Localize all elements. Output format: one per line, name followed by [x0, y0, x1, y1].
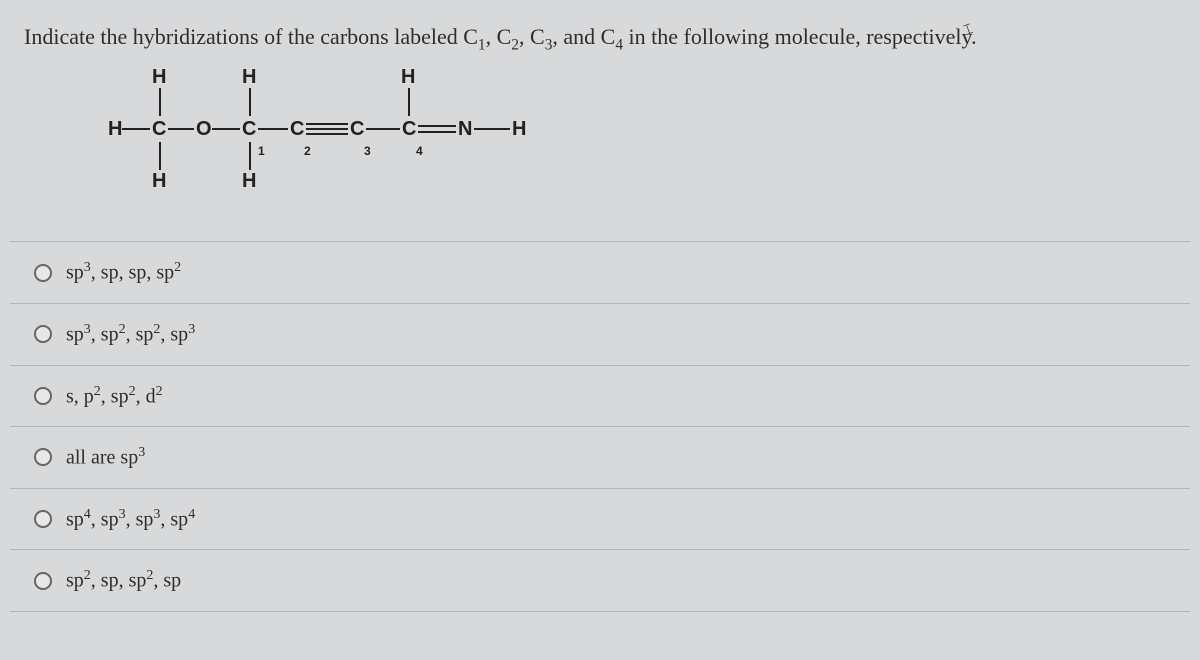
carbon-index: 4 [416, 144, 423, 158]
bond-horizontal [212, 128, 240, 130]
bond-vertical [159, 88, 161, 116]
carbon-index: 2 [304, 144, 311, 158]
carbon-index: 1 [258, 144, 265, 158]
option-label: sp4, sp3, sp3, sp4 [66, 507, 195, 532]
atom-C2: C [290, 118, 304, 141]
atom-HbotM: H [242, 170, 256, 193]
answer-option[interactable]: all are sp3 [10, 427, 1190, 489]
q-l2: 2 [511, 36, 519, 53]
q-m2: , C [519, 24, 545, 49]
q-m3: , and C [552, 24, 615, 49]
molecule-diagram: HHHHCOCCCCNHHH1234 [10, 66, 1190, 221]
bond-vertical [408, 88, 410, 116]
atom-C4: C [402, 118, 416, 141]
bond-horizontal [306, 123, 348, 125]
bond-horizontal [366, 128, 400, 130]
option-label: sp3, sp, sp, sp2 [66, 260, 181, 285]
bond-vertical [159, 142, 161, 170]
radio-icon[interactable] [34, 325, 52, 343]
atom-Cleft: C [152, 118, 166, 141]
bond-horizontal [306, 133, 348, 135]
atom-HtopM: H [242, 66, 256, 89]
bond-horizontal [122, 128, 150, 130]
answer-options: sp3, sp, sp, sp2 sp3, sp2, sp2, sp3 s, p2,… [10, 241, 1190, 612]
radio-icon[interactable] [34, 264, 52, 282]
q-pre: Indicate the hybridizations of the carbo… [24, 24, 478, 49]
atom-C1: C [242, 118, 256, 141]
atom-HtopL: H [152, 66, 166, 89]
bond-horizontal [418, 125, 456, 127]
atom-Hleft: H [108, 118, 122, 141]
bond-horizontal [418, 131, 456, 133]
bond-vertical [249, 88, 251, 116]
q-m1: , C [486, 24, 512, 49]
q-post: in the following molecule, respectively. [623, 24, 977, 49]
answer-option[interactable]: s, p2, sp2, d2 [10, 366, 1190, 428]
answer-option[interactable]: sp2, sp, sp2, sp [10, 550, 1190, 612]
bond-horizontal [168, 128, 194, 130]
bond-horizontal [474, 128, 510, 130]
q-l4: 4 [615, 36, 623, 53]
bond-vertical [249, 142, 251, 170]
atom-N: N [458, 118, 472, 141]
option-label: sp2, sp, sp2, sp [66, 568, 181, 593]
page-root: Indicate the hybridizations of the carbo… [0, 0, 1200, 660]
question-text: Indicate the hybridizations of the carbo… [10, 22, 1190, 56]
atom-O: O [196, 118, 212, 141]
answer-option[interactable]: sp3, sp2, sp2, sp3 [10, 304, 1190, 366]
option-label: all are sp3 [66, 445, 145, 470]
carbon-index: 3 [364, 144, 371, 158]
answer-option[interactable]: sp4, sp3, sp3, sp4 [10, 489, 1190, 551]
q-l1: 1 [478, 36, 486, 53]
option-label: sp3, sp2, sp2, sp3 [66, 322, 195, 347]
atom-Hright: H [512, 118, 526, 141]
atom-HtopR: H [401, 66, 415, 89]
radio-icon[interactable] [34, 448, 52, 466]
bond-horizontal [258, 128, 288, 130]
radio-icon[interactable] [34, 510, 52, 528]
atom-C3: C [350, 118, 364, 141]
radio-icon[interactable] [34, 387, 52, 405]
atom-HbotL: H [152, 170, 166, 193]
option-label: s, p2, sp2, d2 [66, 384, 163, 409]
radio-icon[interactable] [34, 572, 52, 590]
answer-option[interactable]: sp3, sp, sp, sp2 [10, 242, 1190, 304]
bond-horizontal [306, 128, 348, 130]
